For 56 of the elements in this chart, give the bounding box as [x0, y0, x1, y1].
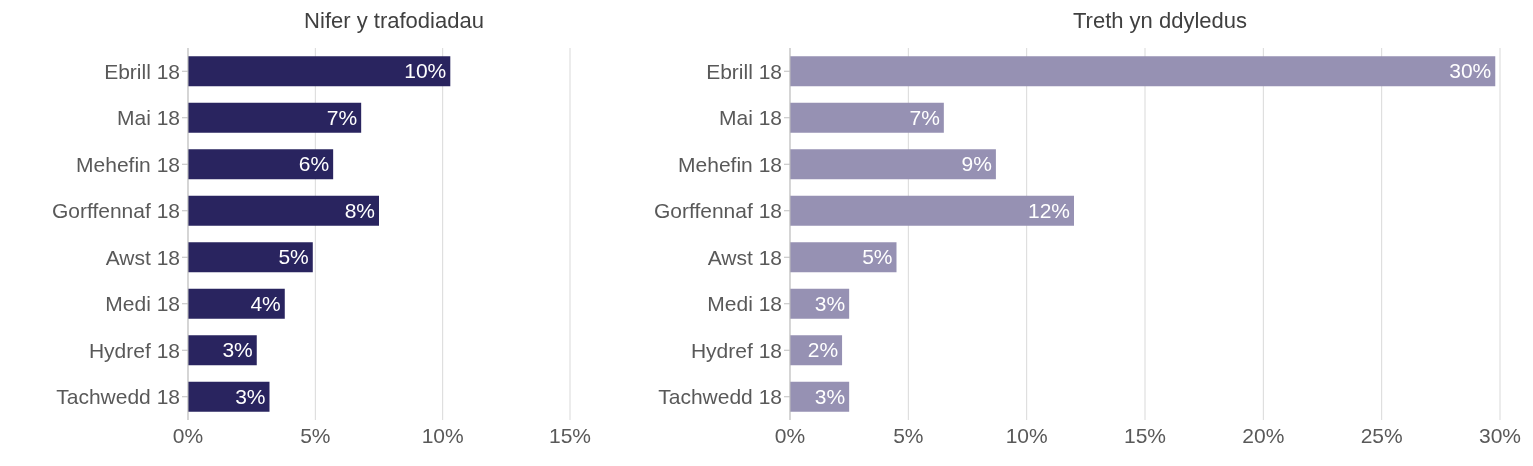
y-tick-label: Mai 18	[718, 106, 782, 130]
data-label: 12%	[1027, 198, 1070, 222]
bar	[790, 195, 1074, 226]
y-tick-label: Awst 18	[105, 245, 180, 269]
x-tick-label: 15%	[1123, 423, 1167, 447]
bar	[790, 242, 897, 273]
y-tick-label: Tachwedd 18	[56, 385, 180, 409]
data-label: 3%	[814, 291, 846, 315]
y-tick-label: Ebrill 18	[706, 59, 782, 83]
x-tick-label: 10%	[421, 423, 464, 447]
x-tick-label: 30%	[1478, 423, 1522, 447]
y-tick-label: Gorffennaf 18	[51, 199, 180, 223]
data-label: 5%	[862, 245, 893, 269]
bar	[188, 102, 362, 133]
bar	[188, 149, 334, 180]
bar	[790, 102, 944, 133]
bar	[188, 242, 313, 273]
bar	[188, 56, 451, 87]
data-label: 4%	[250, 291, 281, 315]
bar	[188, 195, 379, 226]
y-tick-label: Hydref 18	[690, 338, 782, 362]
data-label: 9%	[961, 152, 992, 176]
bar	[790, 149, 996, 180]
x-tick-label: 10%	[1005, 423, 1048, 447]
y-tick-label: Hydref 18	[88, 338, 180, 362]
y-tick-label: Mehefin 18	[678, 152, 782, 176]
data-label: 3%	[814, 384, 846, 408]
y-tick-label: Mai 18	[116, 106, 180, 130]
y-tick-label: Ebrill 18	[104, 59, 180, 83]
data-label: 7%	[909, 105, 940, 129]
y-tick-label: Awst 18	[707, 245, 782, 269]
x-tick-label: 5%	[300, 423, 331, 447]
y-tick-label: Gorffennaf 18	[653, 199, 782, 223]
data-label: 30%	[1449, 59, 1492, 83]
data-label: 10%	[404, 59, 447, 83]
x-tick-label: 25%	[1360, 423, 1403, 447]
data-label: 8%	[344, 198, 375, 222]
x-tick-label: 20%	[1242, 423, 1285, 447]
y-tick-label: Mehefin 18	[76, 152, 180, 176]
data-label: 3%	[235, 384, 266, 408]
x-tick-label: 5%	[893, 423, 924, 447]
y-tick-label: Tachwedd 18	[658, 385, 782, 409]
y-tick-label: Medi 18	[707, 292, 782, 316]
chart-title: Treth yn ddyledus	[1071, 8, 1249, 35]
data-label: 7%	[326, 105, 358, 129]
data-label: 6%	[298, 152, 330, 176]
y-tick-label: Medi 18	[105, 292, 180, 316]
x-tick-label: 0%	[172, 423, 204, 447]
bar	[790, 56, 1496, 87]
x-tick-label: 15%	[548, 423, 592, 447]
x-tick-label: 0%	[774, 423, 806, 447]
chart-title: Nifer y trafodiadau	[303, 8, 485, 35]
data-label: 2%	[807, 338, 839, 362]
data-label: 5%	[278, 245, 309, 269]
data-label: 3%	[222, 338, 253, 362]
bar	[188, 288, 285, 319]
